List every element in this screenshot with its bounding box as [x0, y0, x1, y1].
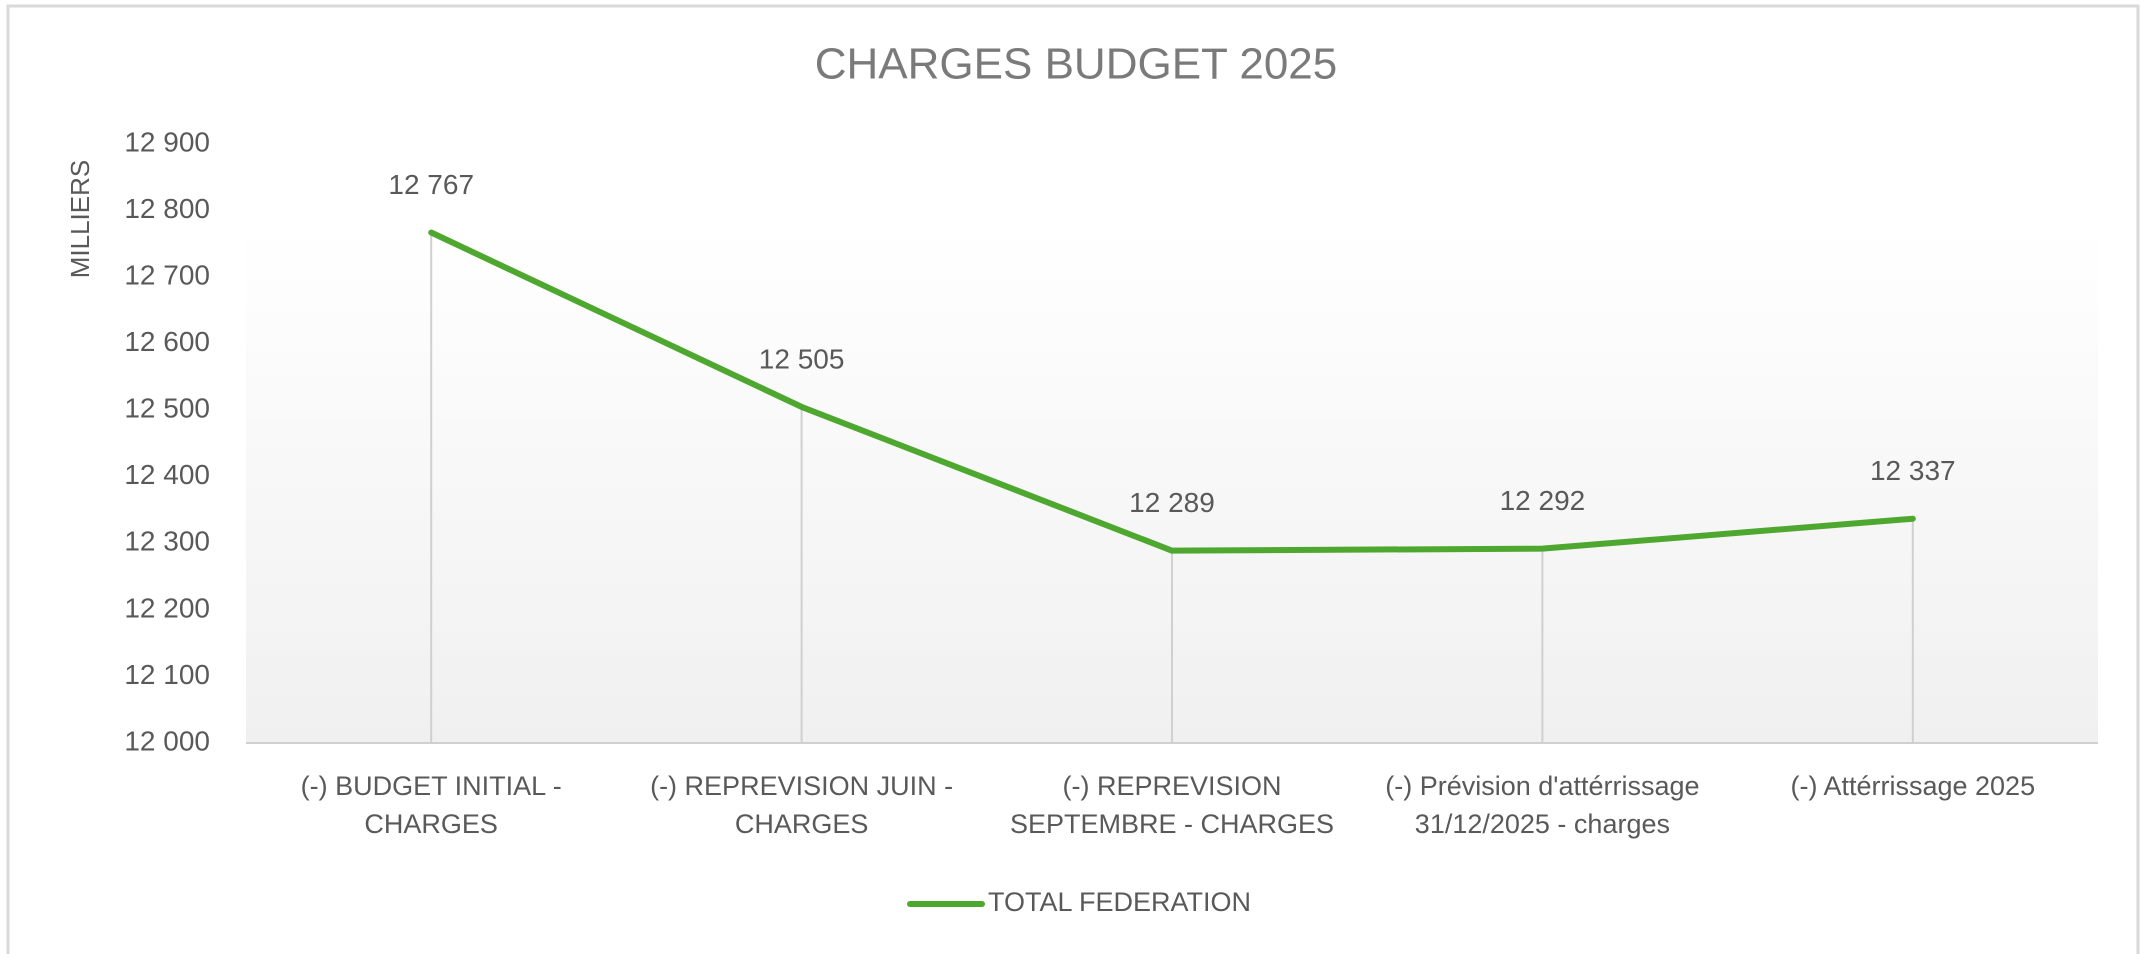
y-tick-label: 12 800 — [124, 193, 210, 224]
x-tick-label: (-) REPREVISION JUIN - CHARGES — [650, 771, 954, 839]
y-tick-label: 12 700 — [124, 260, 210, 291]
data-label: 12 292 — [1500, 485, 1586, 516]
chart-title: CHARGES BUDGET 2025 — [815, 40, 1337, 89]
data-label: 12 289 — [1129, 487, 1215, 518]
y-tick-label: 12 400 — [124, 459, 210, 490]
y-tick-label: 12 600 — [124, 326, 210, 357]
data-label: 12 767 — [388, 169, 474, 200]
y-tick-label: 12 100 — [124, 659, 210, 690]
data-label: 12 337 — [1870, 455, 1956, 486]
y-tick-label: 12 500 — [124, 393, 210, 424]
x-tick-label: (-) Prévision d'attérrissage 31/12/2025 … — [1385, 771, 1700, 839]
y-tick-label: 12 000 — [124, 725, 210, 756]
x-tick-label: (-) Attérrissage 2025 — [1790, 771, 2036, 801]
y-tick-label: 12 900 — [124, 126, 210, 157]
x-tick-label: (-) REPREVISION SEPTEMBRE - CHARGES — [1009, 771, 1335, 839]
legend-label: TOTAL FEDERATION — [988, 887, 1251, 917]
y-tick-label: 12 200 — [124, 592, 210, 623]
x-tick-label: (-) BUDGET INITIAL - CHARGES — [300, 771, 562, 839]
line-series — [428, 229, 1916, 554]
y-tick-label: 12 300 — [124, 526, 210, 557]
y-axis-label: MILLIERS — [65, 160, 95, 279]
data-label: 12 505 — [759, 343, 845, 374]
